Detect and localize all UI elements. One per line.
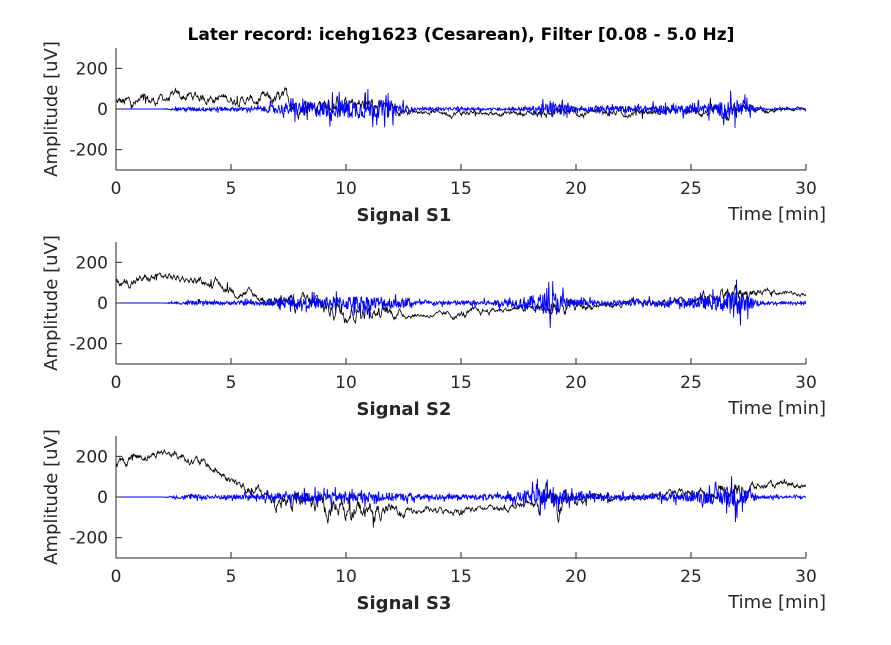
x-tick-label: 30	[795, 373, 817, 393]
x-tick-label: 15	[450, 567, 472, 587]
x-axis-label: Time [min]	[727, 204, 826, 225]
x-tick-label: 10	[335, 567, 357, 587]
y-axis-label: Amplitude [uV]	[41, 235, 62, 371]
x-tick-label: 0	[111, 179, 122, 199]
y-axis-label: Amplitude [uV]	[41, 41, 62, 177]
x-tick-label: 15	[450, 179, 472, 199]
y-axis-label: Amplitude [uV]	[41, 429, 62, 565]
x-tick-label: 5	[226, 567, 237, 587]
x-tick-label: 30	[795, 567, 817, 587]
x-tick-label: 30	[795, 179, 817, 199]
x-tick-label: 10	[335, 373, 357, 393]
y-tick-label: 0	[97, 488, 108, 508]
x-tick-label: 5	[226, 373, 237, 393]
x-tick-label: 20	[565, 179, 587, 199]
series-line-raw	[116, 86, 806, 121]
y-tick-label: 200	[76, 253, 108, 273]
x-tick-label: 20	[565, 373, 587, 393]
y-tick-label: 0	[97, 100, 108, 120]
x-axis-label: Time [min]	[727, 592, 826, 613]
x-tick-label: 25	[680, 567, 702, 587]
chart-title: Later record: icehg1623 (Cesarean), Filt…	[188, 25, 735, 45]
series-line-filtered	[116, 279, 806, 328]
y-tick-label: 200	[76, 59, 108, 79]
x-tick-label: 0	[111, 373, 122, 393]
x-tick-label: 25	[680, 179, 702, 199]
y-tick-label: 0	[97, 294, 108, 314]
subplot-title: Signal S1	[357, 205, 452, 226]
y-tick-label: 200	[76, 447, 108, 467]
x-tick-label: 20	[565, 567, 587, 587]
y-tick-label: -200	[69, 335, 108, 355]
x-tick-label: 0	[111, 567, 122, 587]
series-line-filtered	[116, 476, 806, 523]
subplot-title: Signal S3	[357, 593, 452, 614]
x-tick-label: 10	[335, 179, 357, 199]
x-axis-label: Time [min]	[727, 398, 826, 419]
y-tick-label: -200	[69, 141, 108, 161]
series-line-filtered	[116, 88, 806, 129]
y-tick-label: -200	[69, 529, 108, 549]
x-tick-label: 5	[226, 179, 237, 199]
x-tick-label: 15	[450, 373, 472, 393]
subplot-title: Signal S2	[357, 399, 452, 420]
x-tick-label: 25	[680, 373, 702, 393]
